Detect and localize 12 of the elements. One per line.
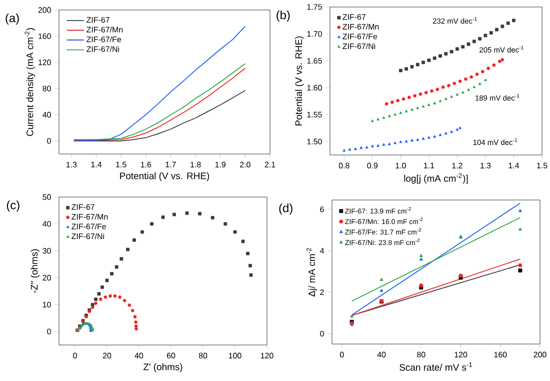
chart-title: (c) (6, 200, 20, 212)
y-axis-title: -Z'' (ohms) (30, 249, 40, 293)
y-axis-title: Current density (mA cm$^{-2}$) (24, 28, 36, 136)
x-axis-title: Potential (V vs. RHE) (120, 172, 210, 182)
y-axis-title: Potential (V vs. RHE) (295, 36, 304, 126)
chart-title: (b) (276, 10, 290, 22)
x-axis-title: Scan rate/ mV s$^{-1}$ (400, 362, 472, 371)
chart-title: (a) (6, 14, 19, 25)
y-axis-title: Δj/ mA cm$^{-2}$ (306, 248, 317, 296)
x-axis-title: Z' (ohms) (143, 363, 182, 372)
chart-title: (d) (279, 204, 292, 215)
x-axis-title: log[j (mA cm$^{-2}$)] (404, 173, 468, 184)
